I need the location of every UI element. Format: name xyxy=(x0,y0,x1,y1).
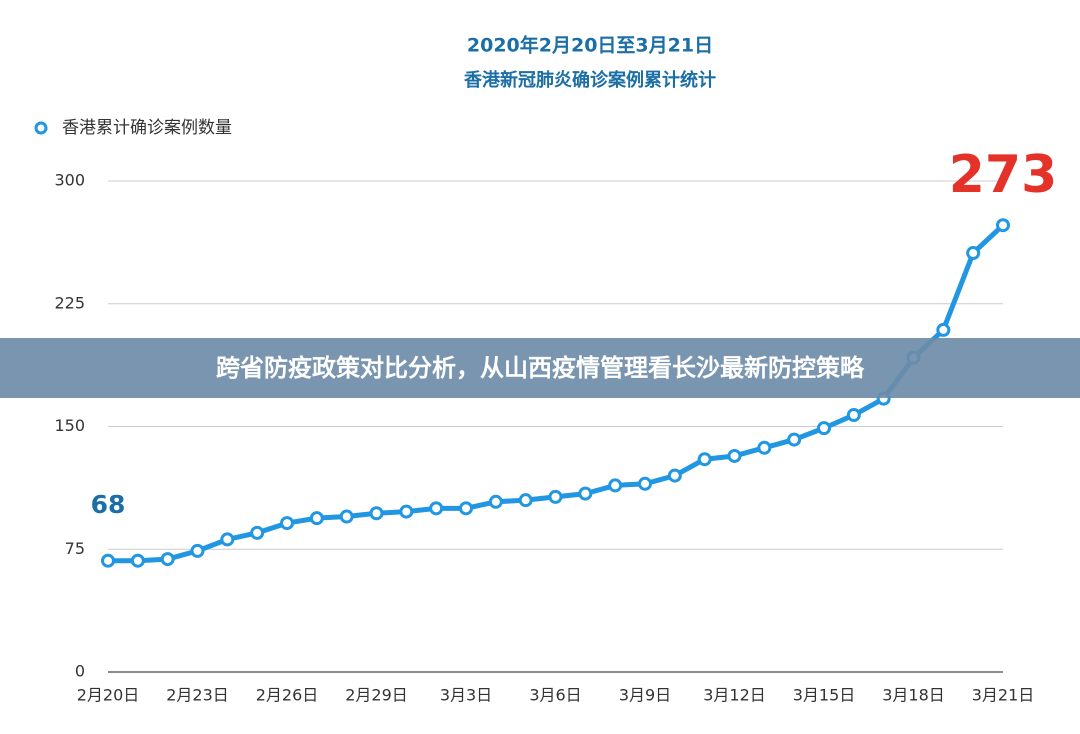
point xyxy=(578,486,593,501)
point xyxy=(697,452,712,467)
annotation: 68 xyxy=(91,490,126,519)
point xyxy=(250,525,265,540)
x-tick-label: 3月6日 xyxy=(529,686,581,705)
x-tick-label: 2月26日 xyxy=(256,686,319,705)
point xyxy=(130,553,145,568)
chart-title: 2020年2月20日至3月21日 xyxy=(467,34,713,57)
y-tick-label: 300 xyxy=(54,171,85,190)
point xyxy=(518,493,533,508)
chart-subtitle: 香港新冠肺炎确诊案例累计统计 xyxy=(463,69,716,91)
x-tick-label: 3月12日 xyxy=(703,686,766,705)
point xyxy=(220,532,235,547)
point xyxy=(638,476,652,491)
point xyxy=(280,516,294,531)
point xyxy=(488,494,503,509)
x-tick-label: 3月3日 xyxy=(440,686,492,705)
plot: 68 273 xyxy=(91,145,1058,568)
legend-marker xyxy=(34,121,48,135)
point xyxy=(996,218,1010,233)
banner-background xyxy=(0,338,1080,398)
x-tick-label: 3月18日 xyxy=(882,686,945,705)
point xyxy=(817,421,831,436)
x-tick-label: 2月23日 xyxy=(166,686,229,705)
x-tick-label: 2月20日 xyxy=(77,686,140,705)
point xyxy=(667,468,682,483)
annotation: 273 xyxy=(949,145,1058,205)
point xyxy=(966,246,981,261)
x-tick-label: 2月29日 xyxy=(345,686,408,705)
point xyxy=(309,511,324,526)
point xyxy=(608,478,623,493)
point xyxy=(429,501,444,516)
point xyxy=(936,322,951,337)
point xyxy=(757,440,772,455)
y-tick-label: 75 xyxy=(65,539,85,558)
point xyxy=(787,432,802,447)
point xyxy=(399,504,414,519)
point xyxy=(101,553,115,568)
point xyxy=(846,408,861,423)
point xyxy=(190,543,205,558)
point xyxy=(339,509,354,524)
point xyxy=(548,489,563,504)
y-tick-label: 225 xyxy=(54,293,85,312)
point xyxy=(160,552,175,567)
y-tick-label: 0 xyxy=(75,662,85,681)
grid: 0 75 150 225 300 2月20日 2月23日 2月26日 2月29日 3月3日 3月6日… xyxy=(34,118,1035,705)
x-tick-label: 3月21日 xyxy=(972,686,1035,705)
x-tick-label: 3月15日 xyxy=(793,686,856,705)
point xyxy=(369,506,384,521)
legend-label: 香港累计确诊案例数量 xyxy=(62,118,232,138)
y-tick-label: 150 xyxy=(54,416,85,435)
point xyxy=(459,501,473,516)
x-tick-label: 3月9日 xyxy=(619,686,671,705)
banner-text: 跨省防疫政策对比分析，从山西疫情管理看长沙最新防控策略 xyxy=(216,354,865,382)
overlay: 跨省防疫政策对比分析，从山西疫情管理看长沙最新防控策略 xyxy=(0,338,1080,398)
point xyxy=(727,448,742,463)
